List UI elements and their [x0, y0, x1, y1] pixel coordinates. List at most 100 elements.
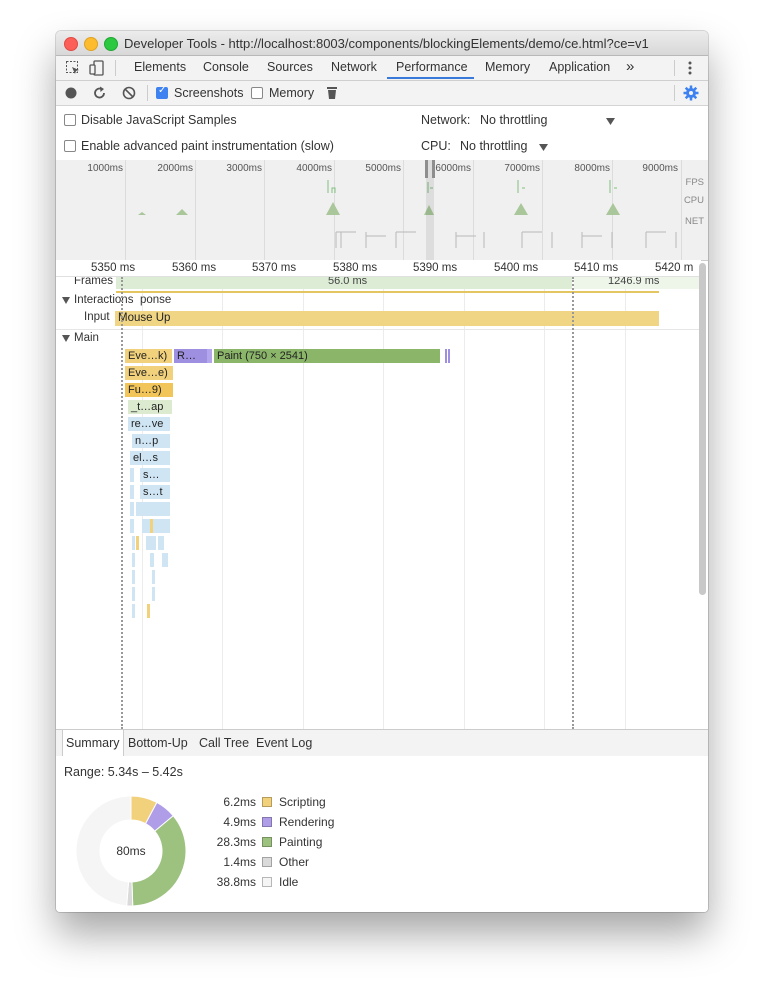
function-block[interactable]: _t…ap [128, 400, 172, 414]
time-ruler: 5350 ms 5360 ms 5370 ms 5380 ms 5390 ms … [56, 260, 701, 277]
tab-application[interactable]: Application [549, 60, 611, 74]
device-toolbar-icon[interactable] [89, 60, 105, 76]
tab-network[interactable]: Network [331, 60, 377, 74]
chevron-down-icon[interactable] [539, 144, 548, 151]
event-block[interactable]: Eve…k) [125, 349, 172, 363]
legend-label: Other [279, 855, 310, 869]
overview-tick-label: 3000ms [226, 163, 262, 174]
rendering-block[interactable] [207, 349, 212, 363]
tab-sources[interactable]: Sources [267, 60, 313, 74]
minimize-window-button[interactable] [84, 37, 98, 51]
overview-tick-label: 5000ms [365, 163, 401, 174]
clear-icon[interactable] [122, 86, 136, 100]
timeline-overview[interactable]: 1000ms 2000ms 3000ms 4000ms 5000ms 6000m… [56, 160, 708, 261]
legend-time: 4.9ms [223, 815, 256, 829]
mouse-up-event[interactable]: Mouse Up [115, 311, 659, 326]
legend-swatch [262, 857, 272, 867]
disable-js-samples-label: Disable JavaScript Samples [81, 113, 237, 127]
donut-slice-idle [76, 796, 132, 906]
chevron-down-icon[interactable] [606, 118, 615, 125]
frames-track-label[interactable]: Frames [74, 277, 113, 287]
legend-label: Idle [279, 875, 299, 889]
function-block[interactable]: s…t [140, 485, 170, 499]
network-throttling-select[interactable]: No throttling [480, 113, 548, 127]
paint-block[interactable]: Paint (750 × 2541) [214, 349, 440, 363]
net-row-label: NET [685, 216, 704, 227]
overview-tick [681, 160, 682, 260]
divider [115, 60, 116, 76]
main-track-label[interactable]: Main [74, 332, 99, 344]
more-tabs-chevron-icon[interactable]: » [626, 58, 635, 75]
frame-duration: 56.0 ms [328, 277, 368, 287]
interactions-track-label[interactable]: Interactions [74, 294, 134, 306]
zoom-window-button[interactable] [104, 37, 118, 51]
capture-settings: Disable JavaScript Samples Network: No t… [56, 106, 708, 161]
tab-memory[interactable]: Memory [485, 60, 531, 74]
legend-swatch [262, 877, 272, 887]
frame-response-line [116, 291, 659, 293]
advanced-paint-label: Enable advanced paint instrumentation (s… [81, 139, 334, 153]
gridline [464, 277, 465, 729]
tab-performance[interactable]: Performance [396, 60, 468, 74]
ruler-label: 5400 ms [494, 262, 539, 274]
summary-donut-chart [76, 796, 186, 906]
overview-graphs [138, 160, 677, 260]
collapse-triangle-icon[interactable] [62, 335, 70, 343]
event-block[interactable]: Eve…e) [125, 366, 173, 380]
record-icon[interactable] [65, 87, 77, 99]
legend-label: Scripting [279, 795, 326, 809]
disable-js-samples-checkbox[interactable] [64, 114, 76, 126]
active-details-tab-bg [62, 730, 124, 756]
gridline [625, 277, 626, 729]
tab-event-log[interactable]: Event Log [256, 736, 313, 750]
function-block[interactable]: re…ve [128, 417, 170, 431]
interactions-response-label: ponse [140, 294, 172, 306]
overview-tick-label: 7000ms [504, 163, 540, 174]
flame-scrollbar[interactable] [699, 263, 706, 595]
rendering-block[interactable] [445, 349, 447, 363]
divider [56, 329, 701, 330]
deep-call-stack[interactable] [126, 463, 174, 633]
tab-console[interactable]: Console [203, 60, 249, 74]
inspect-element-icon[interactable] [65, 60, 81, 76]
function-block[interactable]: n…p [132, 434, 170, 448]
function-block[interactable]: Fu…9) [125, 383, 173, 397]
summary-panel: Range: 5.34s – 5.42s 80ms 6.2ms Scripting… [56, 756, 708, 912]
screenshots-checkbox[interactable] [156, 85, 168, 99]
gridline [222, 277, 223, 729]
divider [674, 60, 675, 76]
function-block[interactable]: s… [140, 468, 170, 482]
legend-time: 6.2ms [223, 795, 256, 809]
reload-icon[interactable] [93, 86, 107, 100]
close-window-button[interactable] [64, 37, 78, 51]
cpu-throttling-select[interactable]: No throttling [460, 139, 528, 153]
tab-call-tree[interactable]: Call Tree [199, 736, 250, 750]
frame-bar[interactable] [116, 277, 572, 289]
overview-tick [403, 160, 404, 260]
function-block[interactable]: el…s [130, 451, 170, 465]
donut-slice-painting [131, 815, 186, 906]
memory-checkbox[interactable] [251, 87, 263, 99]
overview-tick-label: 8000ms [574, 163, 610, 174]
trash-icon[interactable] [326, 86, 338, 100]
divider [674, 85, 675, 101]
advanced-paint-checkbox[interactable] [64, 140, 76, 152]
rendering-block[interactable] [448, 349, 450, 363]
input-track-label: Input [84, 311, 110, 323]
cpu-row-label: CPU [683, 195, 704, 206]
legend-time: 1.4ms [223, 855, 256, 869]
range-label: Range: 5.34s – 5.42s [64, 765, 183, 779]
gridline [544, 277, 545, 729]
kebab-menu-icon[interactable] [686, 60, 694, 76]
gear-icon[interactable] [683, 85, 699, 101]
flame-chart[interactable]: Frames 56.0 ms 1246.9 ms Interactions po… [56, 277, 701, 729]
rendering-block[interactable]: R… [174, 349, 207, 363]
legend-label: Painting [279, 835, 323, 849]
tab-summary[interactable]: Summary [66, 736, 120, 750]
legend-time: 28.3ms [216, 835, 256, 849]
frame-bar[interactable] [574, 277, 701, 289]
collapse-triangle-icon[interactable] [62, 297, 70, 305]
tab-elements[interactable]: Elements [134, 60, 187, 74]
legend-time: 38.8ms [216, 875, 256, 889]
tab-bottom-up[interactable]: Bottom-Up [128, 736, 188, 750]
